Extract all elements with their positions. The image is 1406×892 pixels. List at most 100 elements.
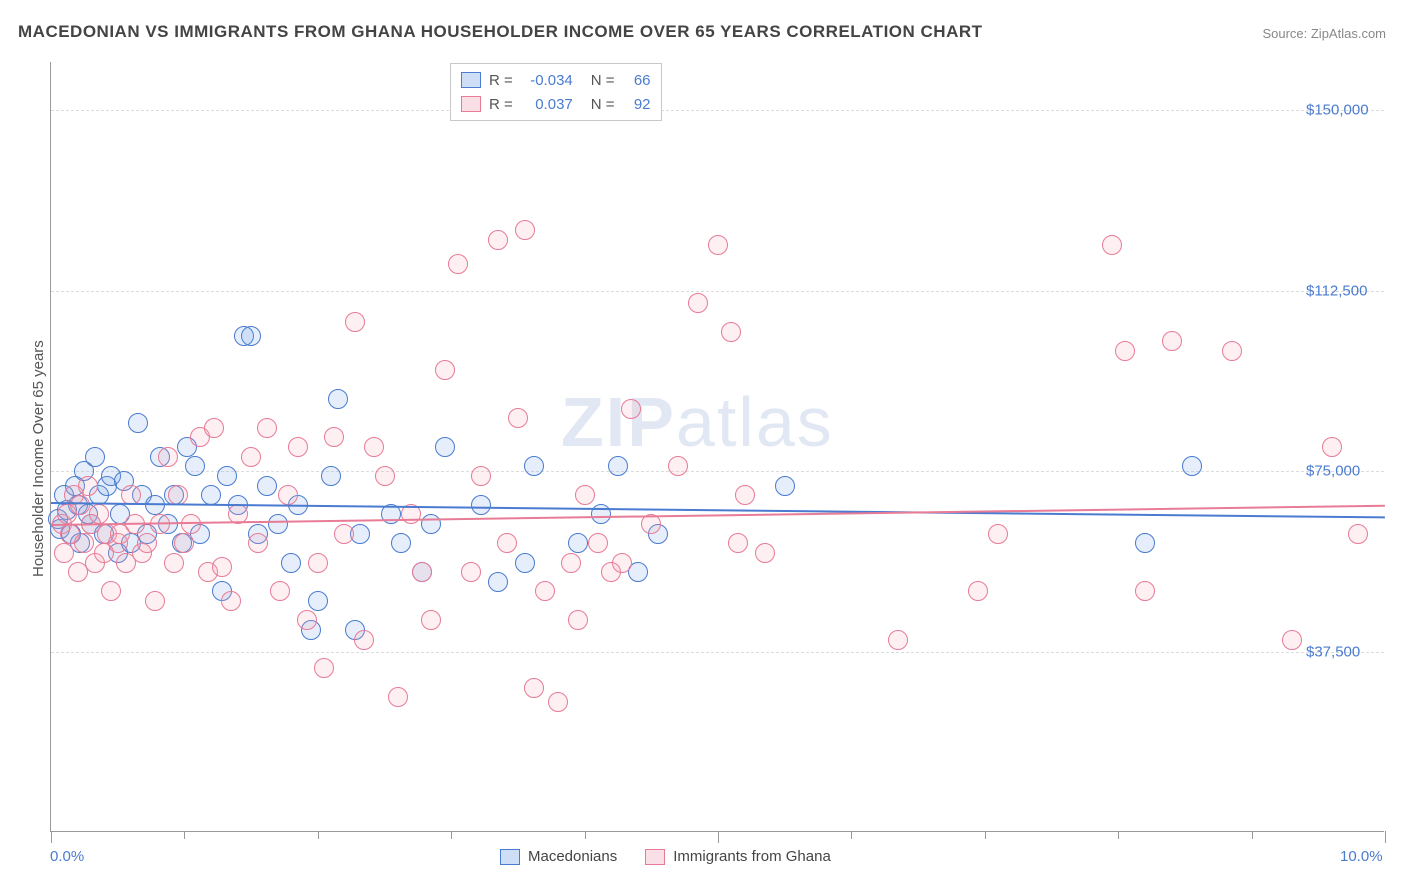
scatter-point — [471, 466, 491, 486]
scatter-point — [268, 514, 288, 534]
scatter-point — [621, 399, 641, 419]
scatter-point — [688, 293, 708, 313]
scatter-point — [421, 610, 441, 630]
scatter-point — [217, 466, 237, 486]
scatter-point — [70, 495, 90, 515]
scatter-point — [471, 495, 491, 515]
gridline — [51, 291, 1384, 292]
scatter-point — [728, 533, 748, 553]
scatter-point — [608, 456, 628, 476]
scatter-point — [612, 553, 632, 573]
scatter-point — [461, 562, 481, 582]
legend-swatch — [500, 849, 520, 865]
x-tick — [1252, 831, 1253, 839]
legend-series: Macedonians Immigrants from Ghana — [500, 848, 831, 865]
legend-swatch — [461, 72, 481, 88]
legend-r-label: R = — [489, 96, 513, 113]
legend-n-label: N = — [591, 72, 615, 89]
legend-row: R = -0.034 N = 66 — [461, 68, 651, 92]
y-tick-label: $37,500 — [1306, 643, 1360, 660]
scatter-point — [755, 543, 775, 563]
x-tick — [1385, 831, 1386, 843]
scatter-point — [575, 485, 595, 505]
scatter-point — [74, 533, 94, 553]
scatter-point — [568, 533, 588, 553]
scatter-point — [128, 413, 148, 433]
scatter-point — [1135, 533, 1155, 553]
scatter-point — [257, 476, 277, 496]
scatter-point — [324, 427, 344, 447]
plot-area: ZIPatlas — [50, 62, 1384, 832]
legend-r-label: R = — [489, 72, 513, 89]
scatter-point — [164, 553, 184, 573]
scatter-point — [1348, 524, 1368, 544]
scatter-point — [388, 687, 408, 707]
x-tick — [718, 831, 719, 843]
scatter-point — [515, 220, 535, 240]
scatter-point — [270, 581, 290, 601]
scatter-point — [308, 591, 328, 611]
legend-n-value: 92 — [623, 96, 651, 113]
legend-r-value: -0.034 — [521, 72, 573, 89]
x-tick — [51, 831, 52, 843]
gridline — [51, 652, 1384, 653]
scatter-point — [364, 437, 384, 457]
gridline — [51, 110, 1384, 111]
legend-r-value: 0.037 — [521, 96, 573, 113]
scatter-point — [314, 658, 334, 678]
scatter-point — [54, 543, 74, 563]
watermark-atlas: atlas — [676, 383, 834, 461]
source-attribution: Source: ZipAtlas.com — [1262, 26, 1386, 41]
legend-series-item: Immigrants from Ghana — [645, 848, 831, 865]
scatter-point — [78, 476, 98, 496]
scatter-point — [185, 456, 205, 476]
scatter-point — [158, 447, 178, 467]
x-tick — [585, 831, 586, 839]
scatter-point — [421, 514, 441, 534]
scatter-point — [435, 360, 455, 380]
x-tick — [184, 831, 185, 839]
scatter-point — [1115, 341, 1135, 361]
scatter-point — [568, 610, 588, 630]
scatter-point — [488, 572, 508, 592]
scatter-point — [1182, 456, 1202, 476]
legend-series-name: Immigrants from Ghana — [673, 848, 831, 865]
scatter-point — [548, 692, 568, 712]
scatter-point — [1322, 437, 1342, 457]
scatter-point — [448, 254, 468, 274]
x-tick — [451, 831, 452, 839]
scatter-point — [435, 437, 455, 457]
scatter-point — [101, 581, 121, 601]
legend-series-item: Macedonians — [500, 848, 617, 865]
legend-n-value: 66 — [623, 72, 651, 89]
watermark: ZIPatlas — [561, 382, 834, 462]
legend-row: R = 0.037 N = 92 — [461, 92, 651, 116]
scatter-point — [241, 447, 261, 467]
scatter-point — [1222, 341, 1242, 361]
correlation-chart: MACEDONIAN VS IMMIGRANTS FROM GHANA HOUS… — [0, 0, 1406, 892]
scatter-point — [391, 533, 411, 553]
scatter-point — [281, 553, 301, 573]
scatter-point — [988, 524, 1008, 544]
scatter-point — [241, 326, 261, 346]
scatter-point — [321, 466, 341, 486]
scatter-point — [257, 418, 277, 438]
scatter-point — [204, 418, 224, 438]
scatter-point — [375, 466, 395, 486]
legend-n-label: N = — [591, 96, 615, 113]
scatter-point — [497, 533, 517, 553]
scatter-point — [968, 581, 988, 601]
scatter-point — [561, 553, 581, 573]
y-tick-label: $75,000 — [1306, 463, 1360, 480]
legend-series-name: Macedonians — [528, 848, 617, 865]
scatter-point — [1102, 235, 1122, 255]
scatter-point — [888, 630, 908, 650]
scatter-point — [89, 504, 109, 524]
scatter-point — [1162, 331, 1182, 351]
legend-correlation: R = -0.034 N = 66 R = 0.037 N = 92 — [450, 63, 662, 121]
scatter-point — [1282, 630, 1302, 650]
scatter-point — [535, 581, 555, 601]
scatter-point — [248, 533, 268, 553]
scatter-point — [488, 230, 508, 250]
scatter-point — [212, 557, 232, 577]
